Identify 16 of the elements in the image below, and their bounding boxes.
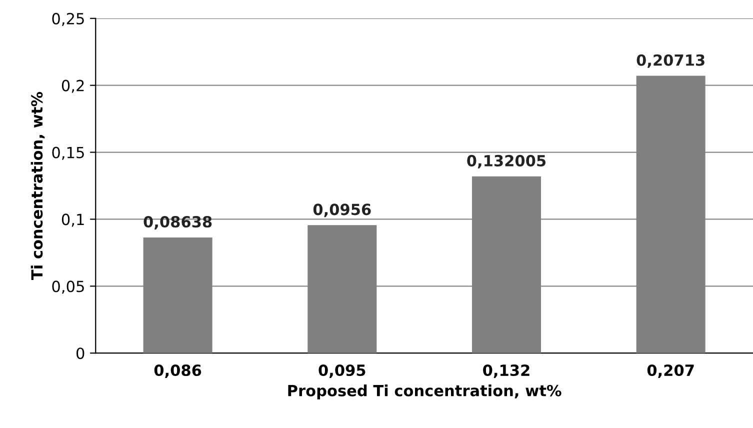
data-label: 0,0956 <box>313 204 371 218</box>
y-tick-label: 0,25 <box>52 12 84 26</box>
y-tick-label: 0,1 <box>62 214 84 227</box>
x-tick-label: 0,207 <box>647 364 694 378</box>
data-label: 0,20713 <box>636 54 704 68</box>
y-tick-label: 0,15 <box>52 146 84 160</box>
y-axis-title: Ti concentration, wt% <box>30 92 45 280</box>
x-tick-label: 0,132 <box>483 364 530 378</box>
data-label: 0,132005 <box>467 154 546 168</box>
x-tick-label: 0,086 <box>154 364 202 378</box>
data-label: 0,08638 <box>144 216 212 230</box>
x-axis-title: Proposed Ti concentration, wt% <box>288 384 562 400</box>
y-tick-label: 0,2 <box>62 80 84 93</box>
y-tick-label: 0 <box>76 348 84 360</box>
y-tick-label: 0,05 <box>52 280 84 294</box>
x-tick-label: 0,095 <box>318 364 366 378</box>
